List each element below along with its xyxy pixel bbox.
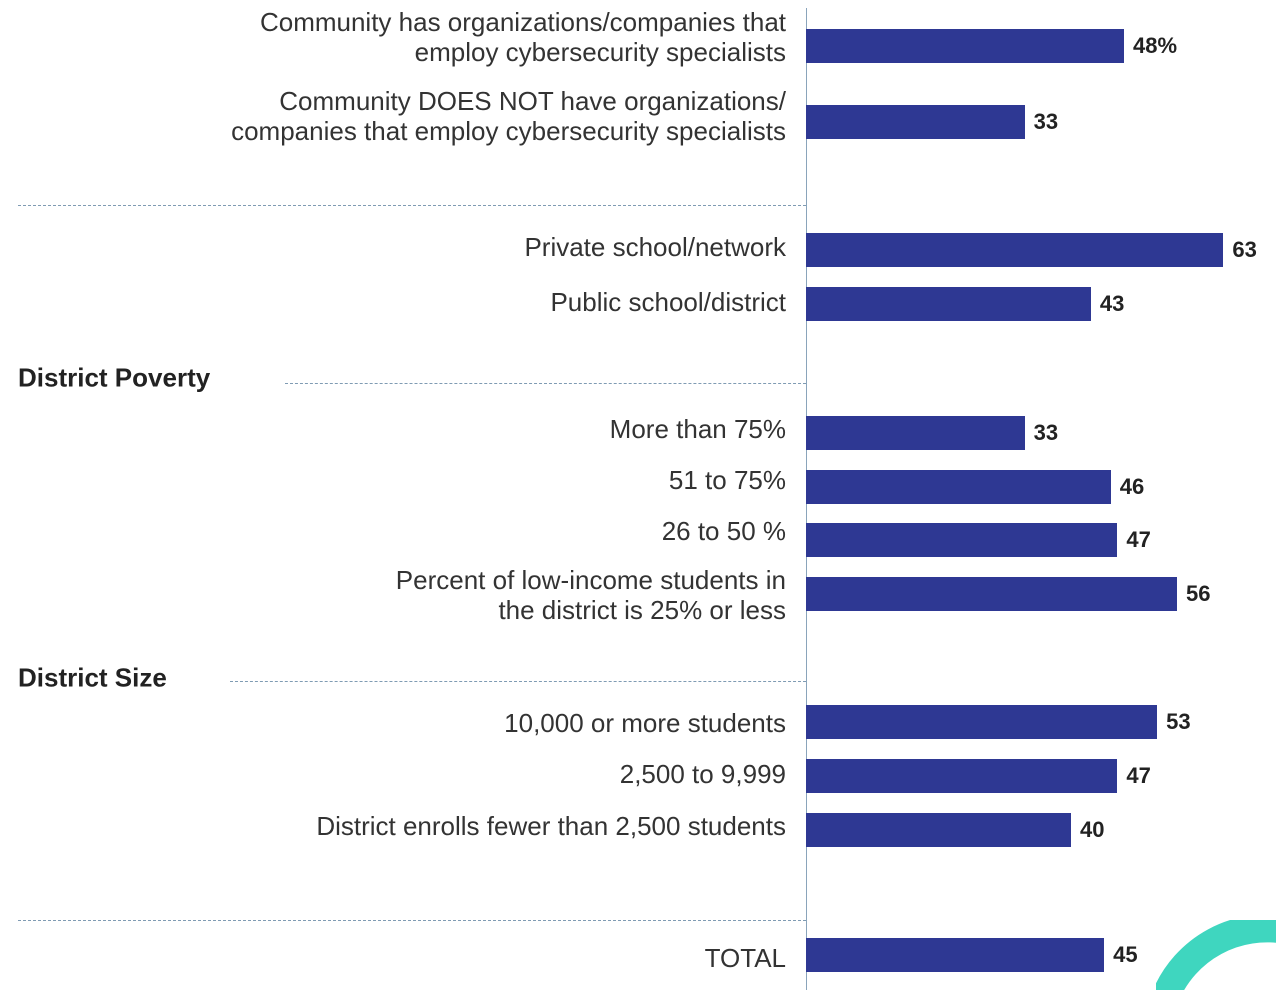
bar [806, 938, 1105, 972]
category-label: 51 to 75% [668, 465, 786, 495]
category-label: 2,500 to 9,999 [619, 759, 786, 789]
value-label: 40 [1080, 817, 1105, 842]
value-label: 33 [1033, 420, 1059, 445]
category-label: Public school/district [550, 287, 786, 317]
bar [806, 416, 1025, 450]
group-label: District Size [18, 662, 167, 693]
category-label: TOTAL [704, 943, 786, 973]
value-label: 56 [1186, 581, 1211, 606]
category-label: Community DOES NOT have organizations/ c… [231, 86, 786, 146]
bar [806, 523, 1118, 557]
bar [806, 813, 1071, 847]
value-label: 48% [1133, 33, 1178, 58]
bar [806, 705, 1158, 739]
group-label: District Poverty [18, 362, 211, 393]
category-label: District enrolls fewer than 2,500 studen… [316, 811, 786, 841]
category-label: Percent of low-income students in the di… [395, 565, 786, 625]
bar [806, 577, 1177, 611]
bar [806, 233, 1224, 267]
category-label: 26 to 50 % [661, 516, 786, 546]
separator [230, 681, 806, 682]
value-label: 53 [1166, 709, 1191, 734]
category-label: 10,000 or more students [504, 708, 786, 738]
category-label: Community has organizations/companies th… [259, 7, 786, 67]
value-label: 33 [1033, 109, 1059, 134]
bar [806, 759, 1118, 793]
value-label: 43 [1099, 291, 1125, 316]
bar [806, 29, 1124, 63]
separator [18, 920, 806, 921]
decoration [1156, 920, 1276, 990]
value-label: 63 [1232, 237, 1257, 262]
value-label: 46 [1119, 474, 1145, 499]
value-label: 47 [1126, 527, 1151, 552]
separator [285, 383, 806, 384]
value-label: 47 [1126, 763, 1151, 788]
value-label: 45 [1113, 942, 1138, 967]
category-label: Private school/network [524, 232, 786, 262]
bar [806, 470, 1111, 504]
category-label: More than 75% [609, 414, 786, 444]
bar [806, 105, 1025, 139]
bar [806, 287, 1091, 321]
separator [18, 205, 806, 206]
